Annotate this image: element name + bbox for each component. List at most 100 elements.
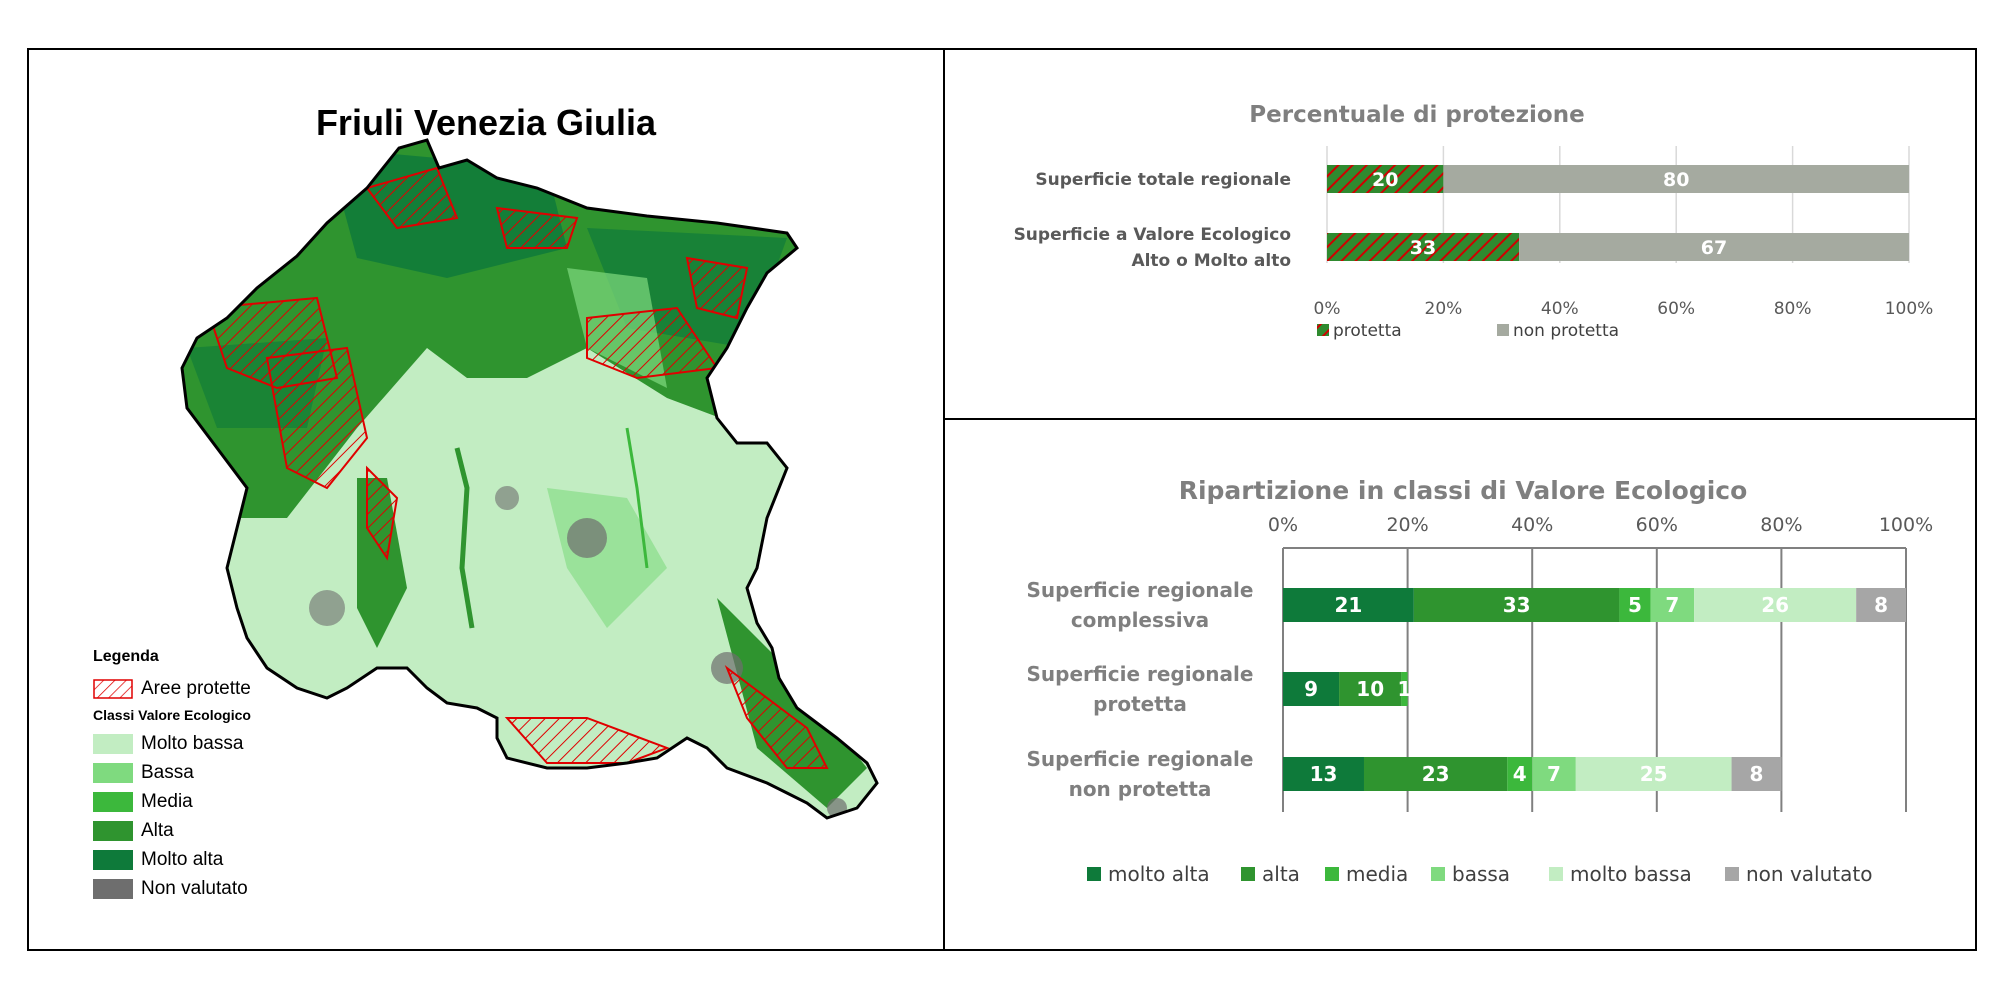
bar-segment	[1532, 757, 1576, 791]
map-panel: Friuli Venezia Giulia	[27, 48, 945, 951]
chart-classes: Ripartizione in classi di Valore Ecologi…	[1027, 476, 1934, 886]
category-label: protetta	[1093, 692, 1187, 716]
data-label: 26	[1761, 593, 1789, 617]
bar-segment	[1619, 588, 1651, 622]
data-label: 21	[1334, 593, 1362, 617]
bar-segment	[1283, 588, 1414, 622]
category-label: Superficie regionale	[1027, 662, 1254, 686]
legend-item-class: Molto bassa	[93, 729, 251, 758]
legend-item-protected: Aree protette	[93, 674, 251, 703]
data-label: 10	[1356, 677, 1384, 701]
category-label: Superficie regionale	[1027, 578, 1254, 602]
legend-swatch	[1317, 324, 1329, 336]
data-label: 20	[1372, 169, 1398, 191]
bar-segment	[1283, 672, 1340, 706]
legend-label: Media	[141, 790, 193, 812]
bar-segment	[1327, 165, 1444, 193]
bar-segment	[1575, 757, 1732, 791]
tick-label: 20%	[1386, 514, 1428, 536]
bar-segment	[1507, 757, 1533, 791]
region-map	[180, 138, 879, 820]
legend-swatch	[1549, 867, 1563, 881]
data-label: 33	[1503, 593, 1531, 617]
data-label: 4	[1513, 762, 1527, 786]
legend-label: non protetta	[1513, 321, 1619, 341]
legend-swatch-protected	[93, 678, 133, 699]
tick-label: 0%	[1314, 299, 1341, 319]
bar-segment	[1694, 588, 1857, 622]
category-label: non protetta	[1069, 777, 1212, 801]
bar-segment	[1283, 757, 1364, 791]
category-label: Superficie regionale	[1027, 747, 1254, 771]
data-label: 8	[1874, 593, 1888, 617]
chart-protection-panel: Percentuale di protezione 0% 20% 40% 60% 80% 1…	[945, 48, 1977, 420]
data-label: 7	[1547, 762, 1561, 786]
data-label: 13	[1310, 762, 1338, 786]
legend-item-class: Molto alta	[93, 845, 251, 874]
data-label: 9	[1304, 677, 1318, 701]
tick-label: 20%	[1425, 299, 1463, 319]
legend-swatch	[1725, 867, 1739, 881]
data-label: 80	[1663, 169, 1689, 191]
legend-swatch	[93, 878, 133, 899]
data-label: 8	[1750, 762, 1764, 786]
chart-classes-panel: Ripartizione in classi di Valore Ecologi…	[945, 420, 1977, 951]
legend-label: bassa	[1452, 862, 1510, 886]
tick-label: 100%	[1879, 514, 1933, 536]
data-label: 67	[1701, 237, 1727, 259]
legend-label: molto alta	[1108, 862, 1210, 886]
category-label: Superficie totale regionale	[1035, 170, 1291, 190]
legend-swatch	[93, 733, 133, 754]
tick-label: 80%	[1774, 299, 1812, 319]
bar-segment	[1363, 757, 1508, 791]
bar-segment	[1443, 165, 1909, 193]
bar-segment	[1339, 672, 1402, 706]
data-label: 23	[1422, 762, 1450, 786]
legend-item-class: Bassa	[93, 758, 251, 787]
tick-label: 60%	[1636, 514, 1678, 536]
bar-segment	[1413, 588, 1620, 622]
legend-label: media	[1346, 862, 1408, 886]
legend-classes-title: Classi Valore Ecologico	[93, 707, 251, 723]
legend-label: molto bassa	[1570, 862, 1692, 886]
category-label: Alto o Molto alto	[1131, 251, 1291, 271]
tick-label: 40%	[1511, 514, 1553, 536]
tick-label: 60%	[1657, 299, 1695, 319]
legend-swatch	[93, 791, 133, 812]
map-legend: Legenda Aree protette Classi Valore Ecol…	[93, 648, 251, 903]
legend-label: alta	[1262, 862, 1300, 886]
legend-item-class: Non valutato	[93, 874, 251, 903]
legend-swatch	[1325, 867, 1339, 881]
data-label: 33	[1410, 237, 1436, 259]
legend-label: non valutato	[1746, 862, 1872, 886]
legend-swatch	[93, 762, 133, 783]
chart-protection: Percentuale di protezione 0% 20% 40% 60% 80% 1…	[1014, 102, 1934, 341]
data-label: 25	[1640, 762, 1668, 786]
figure-frame	[27, 48, 1977, 951]
data-label: 5	[1628, 593, 1642, 617]
bar-segment	[1731, 757, 1782, 791]
legend-label: Molto bassa	[141, 732, 244, 754]
data-label: 1	[1398, 677, 1412, 701]
tick-label: 0%	[1268, 514, 1298, 536]
legend-label: Molto alta	[141, 848, 224, 870]
map-title: Friuli Venezia Giulia	[315, 102, 657, 143]
legend-classes: Molto bassa Bassa Media Alta Molto alta Non v…	[93, 729, 251, 903]
legend-swatch	[1431, 867, 1445, 881]
tick-label: 80%	[1760, 514, 1802, 536]
chart-title: Percentuale di protezione	[1249, 102, 1584, 128]
chart-title: Ripartizione in classi di Valore Ecologi…	[1179, 476, 1748, 505]
category-label: complessiva	[1071, 608, 1209, 632]
legend-swatch	[1087, 867, 1101, 881]
bar-segment	[1519, 233, 1909, 261]
legend-label: Bassa	[141, 761, 194, 783]
tick-label: 100%	[1885, 299, 1934, 319]
legend-label: Non valutato	[141, 877, 248, 899]
legend-title: Legenda	[93, 648, 159, 665]
legend-swatch	[1497, 324, 1509, 336]
bar-segment	[1401, 672, 1408, 706]
legend-label-protected: Aree protette	[141, 677, 251, 699]
tick-label: 40%	[1541, 299, 1579, 319]
bar-segment	[1650, 588, 1695, 622]
legend-swatch	[93, 820, 133, 841]
